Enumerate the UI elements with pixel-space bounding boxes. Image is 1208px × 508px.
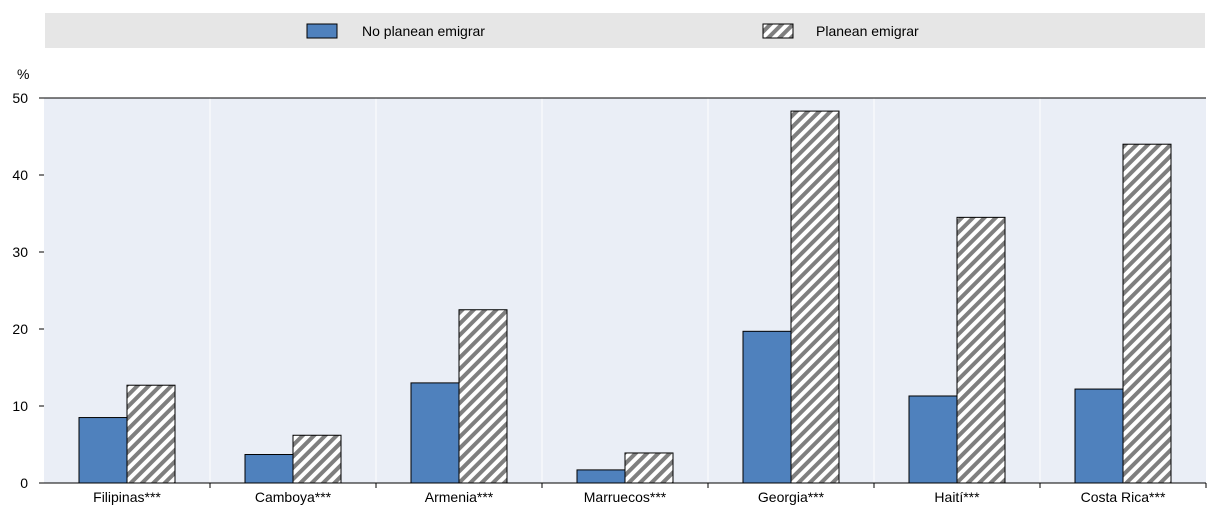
category-separators — [209, 98, 1041, 483]
y-tick-label: 50 — [12, 90, 28, 106]
y-tick-label: 40 — [12, 167, 28, 183]
bar-planean-4 — [790, 110, 840, 484]
x-tick-label: Costa Rica*** — [1081, 489, 1166, 505]
x-tick-label: Marruecos*** — [584, 489, 667, 505]
legend-item-planean: Planean emigrar — [762, 23, 919, 39]
x-tick-label: Filipinas*** — [93, 489, 161, 505]
bar-planean-2 — [458, 309, 508, 484]
bar-planean-0 — [126, 384, 176, 484]
x-tick-label: Armenia*** — [425, 489, 494, 505]
legend-label-no-planean: No planean emigrar — [362, 23, 485, 39]
bar-no-planean-1 — [244, 454, 294, 484]
y-axis-ticks: 0 10 20 30 40 50 — [12, 90, 1206, 491]
bar-no-planean-0 — [78, 417, 128, 484]
bar-no-planean-3 — [576, 469, 626, 484]
x-tick-label: Haití*** — [934, 489, 980, 505]
bar-planean-6 — [1122, 143, 1172, 484]
bar-no-planean-6 — [1074, 388, 1124, 484]
bar-no-planean-2 — [410, 382, 460, 484]
y-tick-label: 10 — [12, 398, 28, 414]
legend-label-planean: Planean emigrar — [816, 23, 919, 39]
bar-planean-1 — [292, 434, 342, 484]
x-tick-label: Georgia*** — [758, 489, 825, 505]
bar-no-planean-5 — [908, 395, 958, 484]
legend-swatch-no-planean — [306, 23, 338, 39]
y-tick-label: 20 — [12, 321, 28, 337]
bar-no-planean-4 — [742, 330, 792, 484]
y-axis-label: % — [17, 66, 29, 82]
y-tick-label: 0 — [20, 475, 28, 491]
x-tick-label: Camboya*** — [255, 489, 332, 505]
bar-planean-5 — [956, 216, 1006, 484]
x-axis-ticks: Filipinas*** Camboya*** Armenia*** Marrueco… — [93, 483, 1207, 505]
legend-item-no-planean: No planean emigrar — [306, 23, 485, 39]
bars — [78, 110, 1172, 484]
plot-background — [44, 98, 1206, 483]
legend: No planean emigrar Planean emigrar — [45, 13, 1205, 48]
legend-swatch-planean — [762, 23, 794, 39]
y-tick-label: 30 — [12, 244, 28, 260]
legend-background — [45, 13, 1205, 48]
bar-planean-3 — [624, 452, 674, 484]
